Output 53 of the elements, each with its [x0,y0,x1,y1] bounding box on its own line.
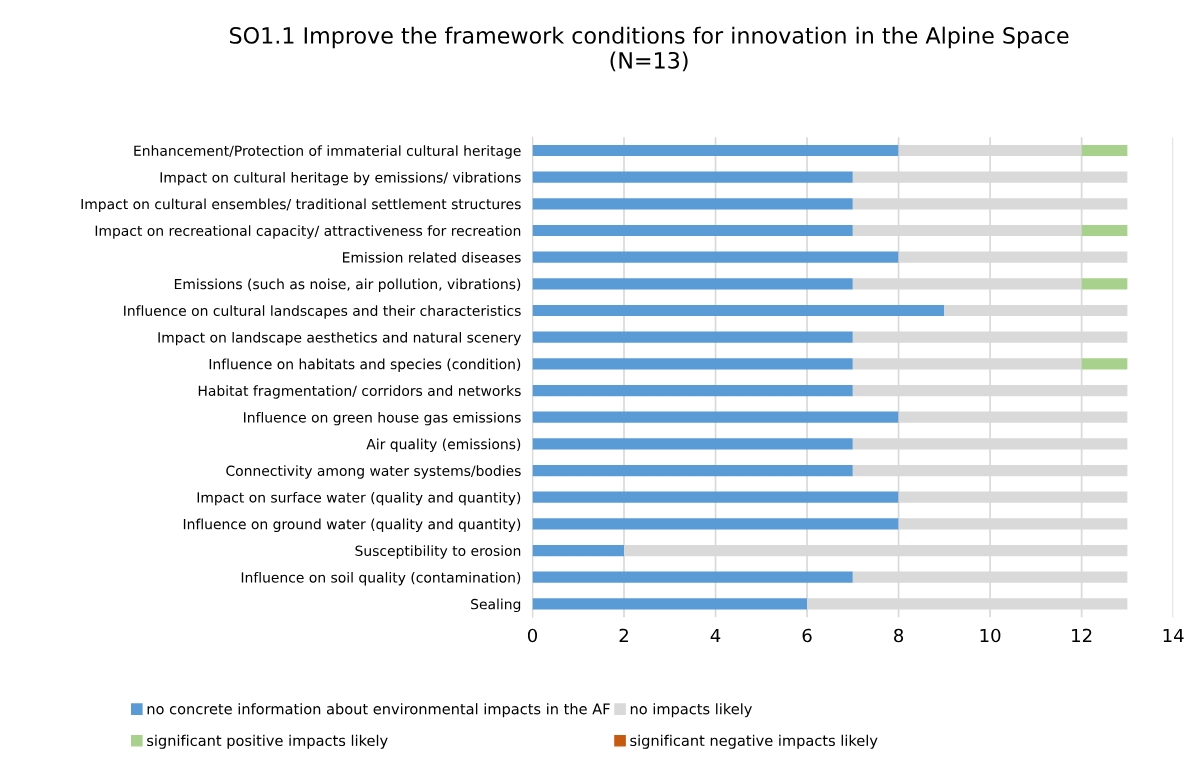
bar [532,171,853,183]
y-tick-label: Emission related diseases [343,251,521,263]
y-tick-label: Sealing [471,598,521,613]
x-tick-label: 2 [619,628,628,643]
y-tick-label: Enhancement/Protection of immaterial cultural heritage [134,145,521,159]
bar [532,224,853,237]
bar [532,518,899,530]
y-tick-label: Habitat fragmentation/ corridors and networks [198,385,521,399]
y-tick-label: Connectivity among water systems/bodies [226,465,521,479]
bar [532,544,625,557]
y-tick-label: Impact on cultural heritage by emissions/ vibrations [160,171,521,186]
x-tick-label: 10 [980,628,1001,643]
x-tick-label: 0 [527,628,538,643]
legend-label: no impacts likely [630,703,752,718]
x-tick-label: 8 [894,628,904,643]
legend-label: significant negative impacts likely [630,734,878,749]
chart-title: SO1.1 Improve the framework conditions for innovation in the Alpine Space (N=13) [230,26,1069,72]
y-tick-label: Impact on cultural ensembles/ traditional settlement structures [81,198,521,212]
bar [532,464,853,477]
y-tick-label: Susceptibility to erosion [355,545,521,559]
bar [532,438,853,450]
bar [532,358,853,370]
bar [532,144,899,157]
x-tick-label: 4 [710,628,721,643]
bar [532,571,853,583]
bar [1081,224,1128,237]
bar [532,251,899,263]
bar [1081,144,1128,157]
bar [532,384,853,397]
legend-label: significant positive impacts likely [147,734,388,749]
bar [532,304,945,317]
x-tick-label: 12 [1072,628,1092,643]
bar [532,198,853,210]
y-tick-label: Impact on recreational capacity/ attractiveness for recreation [95,225,521,239]
y-tick-label: Impact on landscape aesthetics and natural scenery [158,331,521,346]
bar [532,331,853,343]
y-tick-label: Influence on cultural landscapes and their characteristics [124,305,521,319]
bar [532,491,899,503]
y-tick-label: Emissions (such as noise, air pollution, vibrations) [174,278,521,293]
y-tick-label: Influence on habitats and species (condition) [209,358,521,373]
bar [532,278,853,290]
x-tick-label: 14 [1163,628,1184,643]
y-tick-label: Influence on soil quality (contamination) [241,571,521,586]
y-tick-label: Air quality (emissions) [366,438,521,453]
y-tick-label: Impact on surface water (quality and quantity) [197,491,521,506]
x-tick-label: 6 [802,628,812,643]
y-tick-label: Influence on ground water (quality and quantity) [183,518,521,533]
bar [532,411,899,423]
bar [1081,358,1128,370]
legend-label: no concrete information about environmental impacts in the AF [147,703,610,718]
bar [532,598,808,610]
y-tick-label: Influence on green house gas emissions [244,411,521,426]
bar [1081,278,1128,290]
